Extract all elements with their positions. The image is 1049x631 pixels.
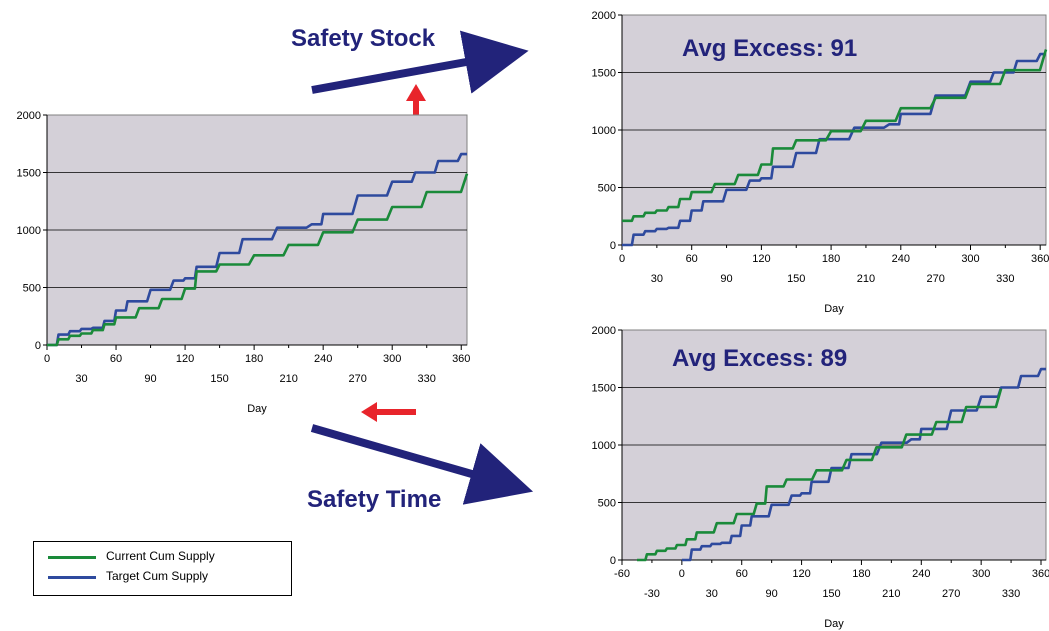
y-tick-label: 1000 — [592, 125, 616, 137]
series-current-line — [637, 388, 1003, 562]
x-tick-label-upper: 60 — [686, 253, 698, 265]
x-tick-label-upper: 180 — [822, 253, 840, 265]
x-tick-label-lower: 150 — [822, 588, 840, 600]
y-tick-label: 1500 — [592, 68, 616, 80]
y-tick-label: 500 — [23, 283, 41, 295]
legend-swatch-target — [48, 576, 96, 579]
x-tick-label-upper: 60 — [110, 353, 122, 365]
x-tick-label-lower: 210 — [857, 273, 875, 285]
legend: Current Cum Supply Target Cum Supply — [33, 541, 292, 596]
avg-excess-label: Avg Excess: 89 — [672, 345, 847, 372]
x-tick-label-lower: 30 — [651, 273, 663, 285]
safety-stock-label: Safety Stock — [291, 25, 436, 52]
y-tick-label: 0 — [610, 240, 616, 252]
x-axis-label: Day — [247, 403, 267, 415]
y-tick-label: 500 — [598, 498, 616, 510]
legend-label-current: Current Cum Supply — [106, 549, 215, 563]
x-tick-label-lower: 330 — [1002, 588, 1020, 600]
x-tick-label-upper: 360 — [1031, 253, 1049, 265]
y-tick-label: 1500 — [17, 168, 41, 180]
x-tick-label-lower: -30 — [644, 588, 660, 600]
legend-swatch-current — [48, 556, 96, 559]
y-tick-label: 2000 — [592, 10, 616, 22]
legend-label-target: Target Cum Supply — [106, 569, 209, 583]
y-tick-label: 1000 — [592, 440, 616, 452]
series-target-line — [622, 52, 1047, 247]
x-tick-label-lower: 270 — [926, 273, 944, 285]
x-tick-label-lower: 270 — [349, 373, 367, 385]
x-tick-label-upper: 120 — [176, 353, 194, 365]
x-tick-label-upper: 0 — [619, 253, 625, 265]
series-current-line — [47, 173, 469, 347]
x-axis-label: Day — [824, 303, 844, 315]
x-tick-label-upper: 240 — [912, 568, 930, 580]
x-tick-label-upper: 180 — [245, 353, 263, 365]
y-tick-label: 1500 — [592, 383, 616, 395]
x-tick-label-lower: 30 — [75, 373, 87, 385]
x-tick-label-upper: 240 — [892, 253, 910, 265]
safety-time-label: Safety Time — [307, 486, 441, 513]
x-tick-label-lower: 270 — [942, 588, 960, 600]
y-tick-label: 2000 — [17, 110, 41, 122]
y-tick-label: 500 — [598, 183, 616, 195]
y-tick-label: 0 — [35, 340, 41, 352]
x-tick-label-upper: -60 — [614, 568, 630, 580]
x-tick-label-upper: 120 — [792, 568, 810, 580]
x-axis-label: Day — [824, 618, 844, 630]
y-tick-label: 1000 — [17, 225, 41, 237]
x-tick-label-lower: 90 — [766, 588, 778, 600]
x-tick-label-upper: 360 — [1032, 568, 1049, 580]
x-tick-label-upper: 240 — [314, 353, 332, 365]
series-target-line — [47, 152, 468, 347]
x-tick-label-lower: 330 — [418, 373, 436, 385]
avg-excess-label: Avg Excess: 91 — [682, 35, 857, 62]
series-current-line — [622, 49, 1048, 223]
x-tick-label-upper: 60 — [736, 568, 748, 580]
x-tick-label-lower: 330 — [996, 273, 1014, 285]
y-tick-label: 2000 — [592, 325, 616, 337]
legend-item-target: Target Cum Supply — [34, 569, 291, 585]
safety-stock-arrow — [311, 30, 529, 94]
x-tick-label-lower: 150 — [210, 373, 228, 385]
x-tick-label-upper: 0 — [679, 568, 685, 580]
x-tick-label-upper: 360 — [452, 353, 470, 365]
x-tick-label-upper: 120 — [752, 253, 770, 265]
x-tick-label-lower: 30 — [706, 588, 718, 600]
y-tick-label: 0 — [610, 555, 616, 567]
legend-item-current: Current Cum Supply — [34, 549, 291, 565]
chart-main: 0 500 1000 1500 2000 0 60 120 180 240 300 360 30 90 15… — [17, 110, 471, 415]
x-tick-label-upper: 300 — [972, 568, 990, 580]
safety-time-arrow — [310, 424, 534, 505]
x-tick-label-lower: 90 — [144, 373, 156, 385]
x-tick-label-lower: 150 — [787, 273, 805, 285]
x-tick-label-upper: 180 — [852, 568, 870, 580]
x-tick-label-lower: 90 — [720, 273, 732, 285]
series-target-line — [681, 367, 1047, 562]
x-tick-label-upper: 300 — [383, 353, 401, 365]
x-tick-label-lower: 210 — [279, 373, 297, 385]
x-tick-label-upper: 300 — [961, 253, 979, 265]
chart-safety-stock: 0 500 1000 1500 2000 0 60 120 180 240 300 360 30 90 15… — [592, 10, 1049, 315]
x-tick-label-upper: 0 — [44, 353, 50, 365]
red-left-arrow — [361, 402, 416, 422]
x-tick-label-lower: 210 — [882, 588, 900, 600]
